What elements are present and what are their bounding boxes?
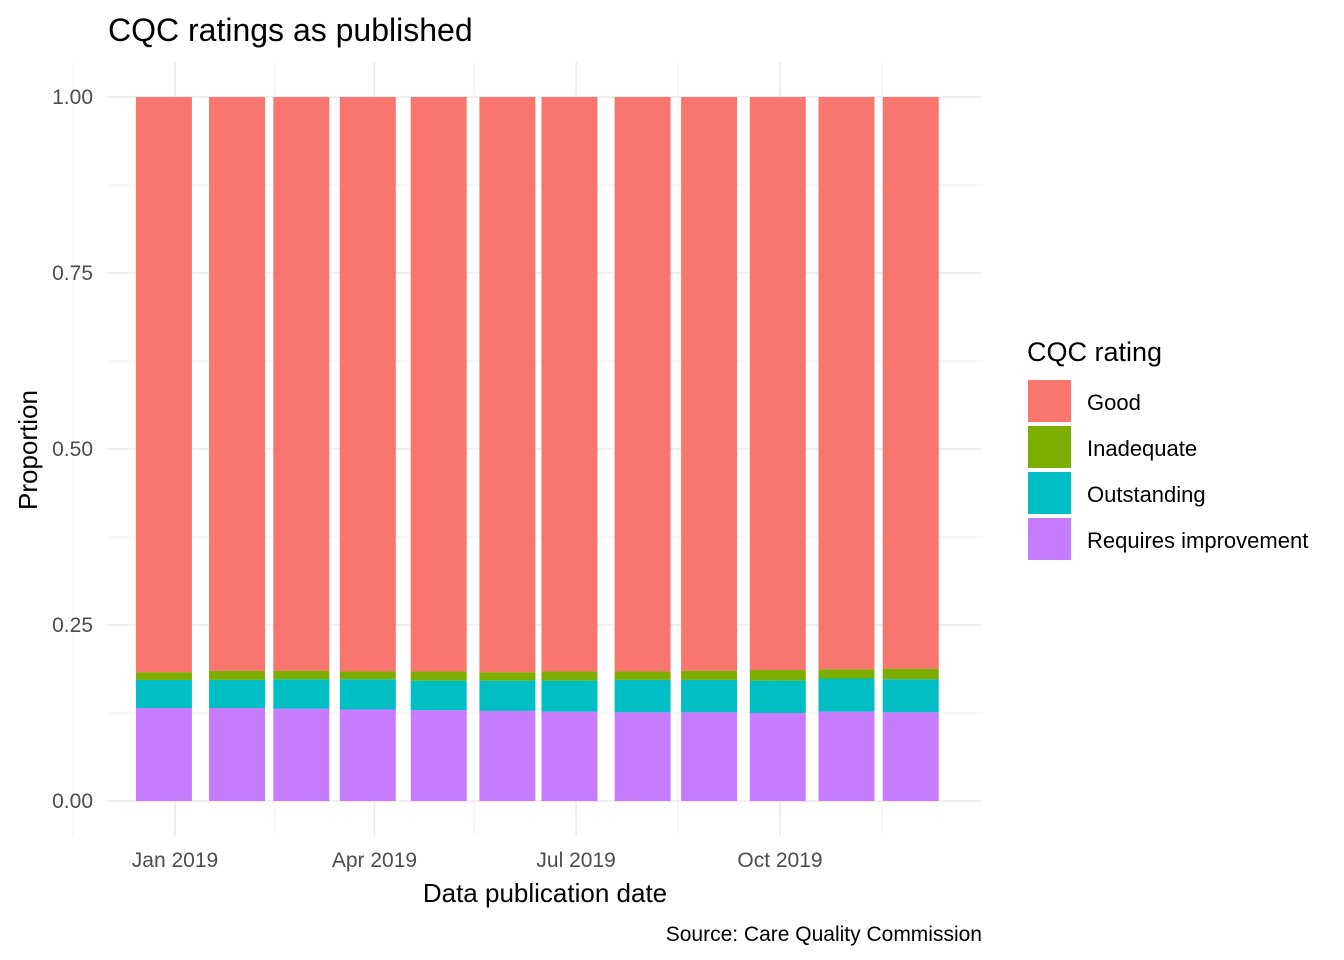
x-tick-label: Apr 2019 [332,849,417,872]
bar-segment-good [749,97,806,671]
bar-segment-requires-improvement [479,710,536,801]
x-axis-ticks: Jan 2019 Apr 2019 Jul 2019 Oct 2019 [132,849,823,872]
bar-segment-good [541,97,598,672]
bar-segment-good [273,97,330,671]
legend-swatch [1028,518,1071,560]
bar-segment-requires-improvement [749,713,806,801]
y-tick-label: 1.00 [52,86,93,109]
bar-segment-inadequate [749,670,806,681]
legend-swatch [1028,472,1071,514]
bar-segment-inadequate [410,671,467,681]
bar-segment-outstanding [882,679,939,713]
bar-segment-good [818,97,875,670]
bar-segment-outstanding [681,679,738,713]
legend-title: CQC rating [1027,337,1162,367]
bar-segment-good [135,97,192,673]
bar-segment-inadequate [818,669,875,679]
chart-title: CQC ratings as published [108,12,473,48]
bar-segment-requires-improvement [135,708,192,801]
bar-segment-inadequate [479,672,536,681]
bar-segment-inadequate [339,671,396,680]
y-tick-label: 0.75 [52,262,93,285]
x-tick-label: Oct 2019 [737,849,822,872]
legend-swatch [1028,380,1071,422]
bar-segment-outstanding [541,680,598,712]
bar-segment-inadequate [209,670,266,680]
x-tick-label: Jul 2019 [536,849,615,872]
y-tick-label: 0.25 [52,614,93,637]
caption: Source: Care Quality Commission [666,923,982,946]
bar-segment-good [410,97,467,672]
bar-segment-inadequate [135,672,192,680]
y-tick-label: 0.00 [52,790,93,813]
y-tick-label: 0.50 [52,438,93,461]
bar-segment-good [614,97,671,672]
bar-segment-requires-improvement [818,711,875,801]
bar-segment-requires-improvement [273,708,330,801]
bar-segment-requires-improvement [681,712,738,801]
legend-label: Inadequate [1087,436,1197,461]
bar-segment-requires-improvement [209,708,266,801]
bar-segment-requires-improvement [882,712,939,801]
bar-segment-outstanding [135,679,192,709]
bar-segment-good [882,97,939,669]
bar-segment-good [681,97,738,671]
bar-segment-requires-improvement [410,710,467,801]
bars [135,97,939,801]
legend-label: Requires improvement [1087,528,1308,553]
bar-segment-outstanding [410,680,467,711]
bar-segment-requires-improvement [541,711,598,801]
bar-segment-inadequate [541,671,598,681]
bar-segment-outstanding [818,678,875,712]
bar-segment-inadequate [614,671,671,680]
bar-segment-requires-improvement [339,709,396,801]
legend: CQC rating Good Inadequate Outstanding Requ… [1027,337,1308,560]
bar-segment-outstanding [209,679,266,709]
bar-segment-outstanding [339,679,396,710]
legend-label: Good [1087,390,1141,415]
bar-segment-good [479,97,536,673]
bar-segment-inadequate [681,670,738,680]
bar-segment-good [339,97,396,672]
bar-segment-inadequate [273,670,330,680]
x-axis-title: Data publication date [423,878,667,908]
y-axis-ticks: 0.00 0.25 0.50 0.75 1.00 [52,86,93,813]
bar-segment-inadequate [882,668,939,680]
bar-segment-requires-improvement [614,712,671,801]
y-axis-title: Proportion [13,390,43,510]
legend-label: Outstanding [1087,482,1206,507]
bar-segment-outstanding [614,679,671,713]
legend-swatch [1028,426,1071,468]
x-tick-label: Jan 2019 [132,849,218,872]
bar-segment-outstanding [749,680,806,713]
bar-segment-outstanding [273,679,330,709]
bar-segment-good [209,97,266,671]
bar-segment-outstanding [479,680,536,711]
